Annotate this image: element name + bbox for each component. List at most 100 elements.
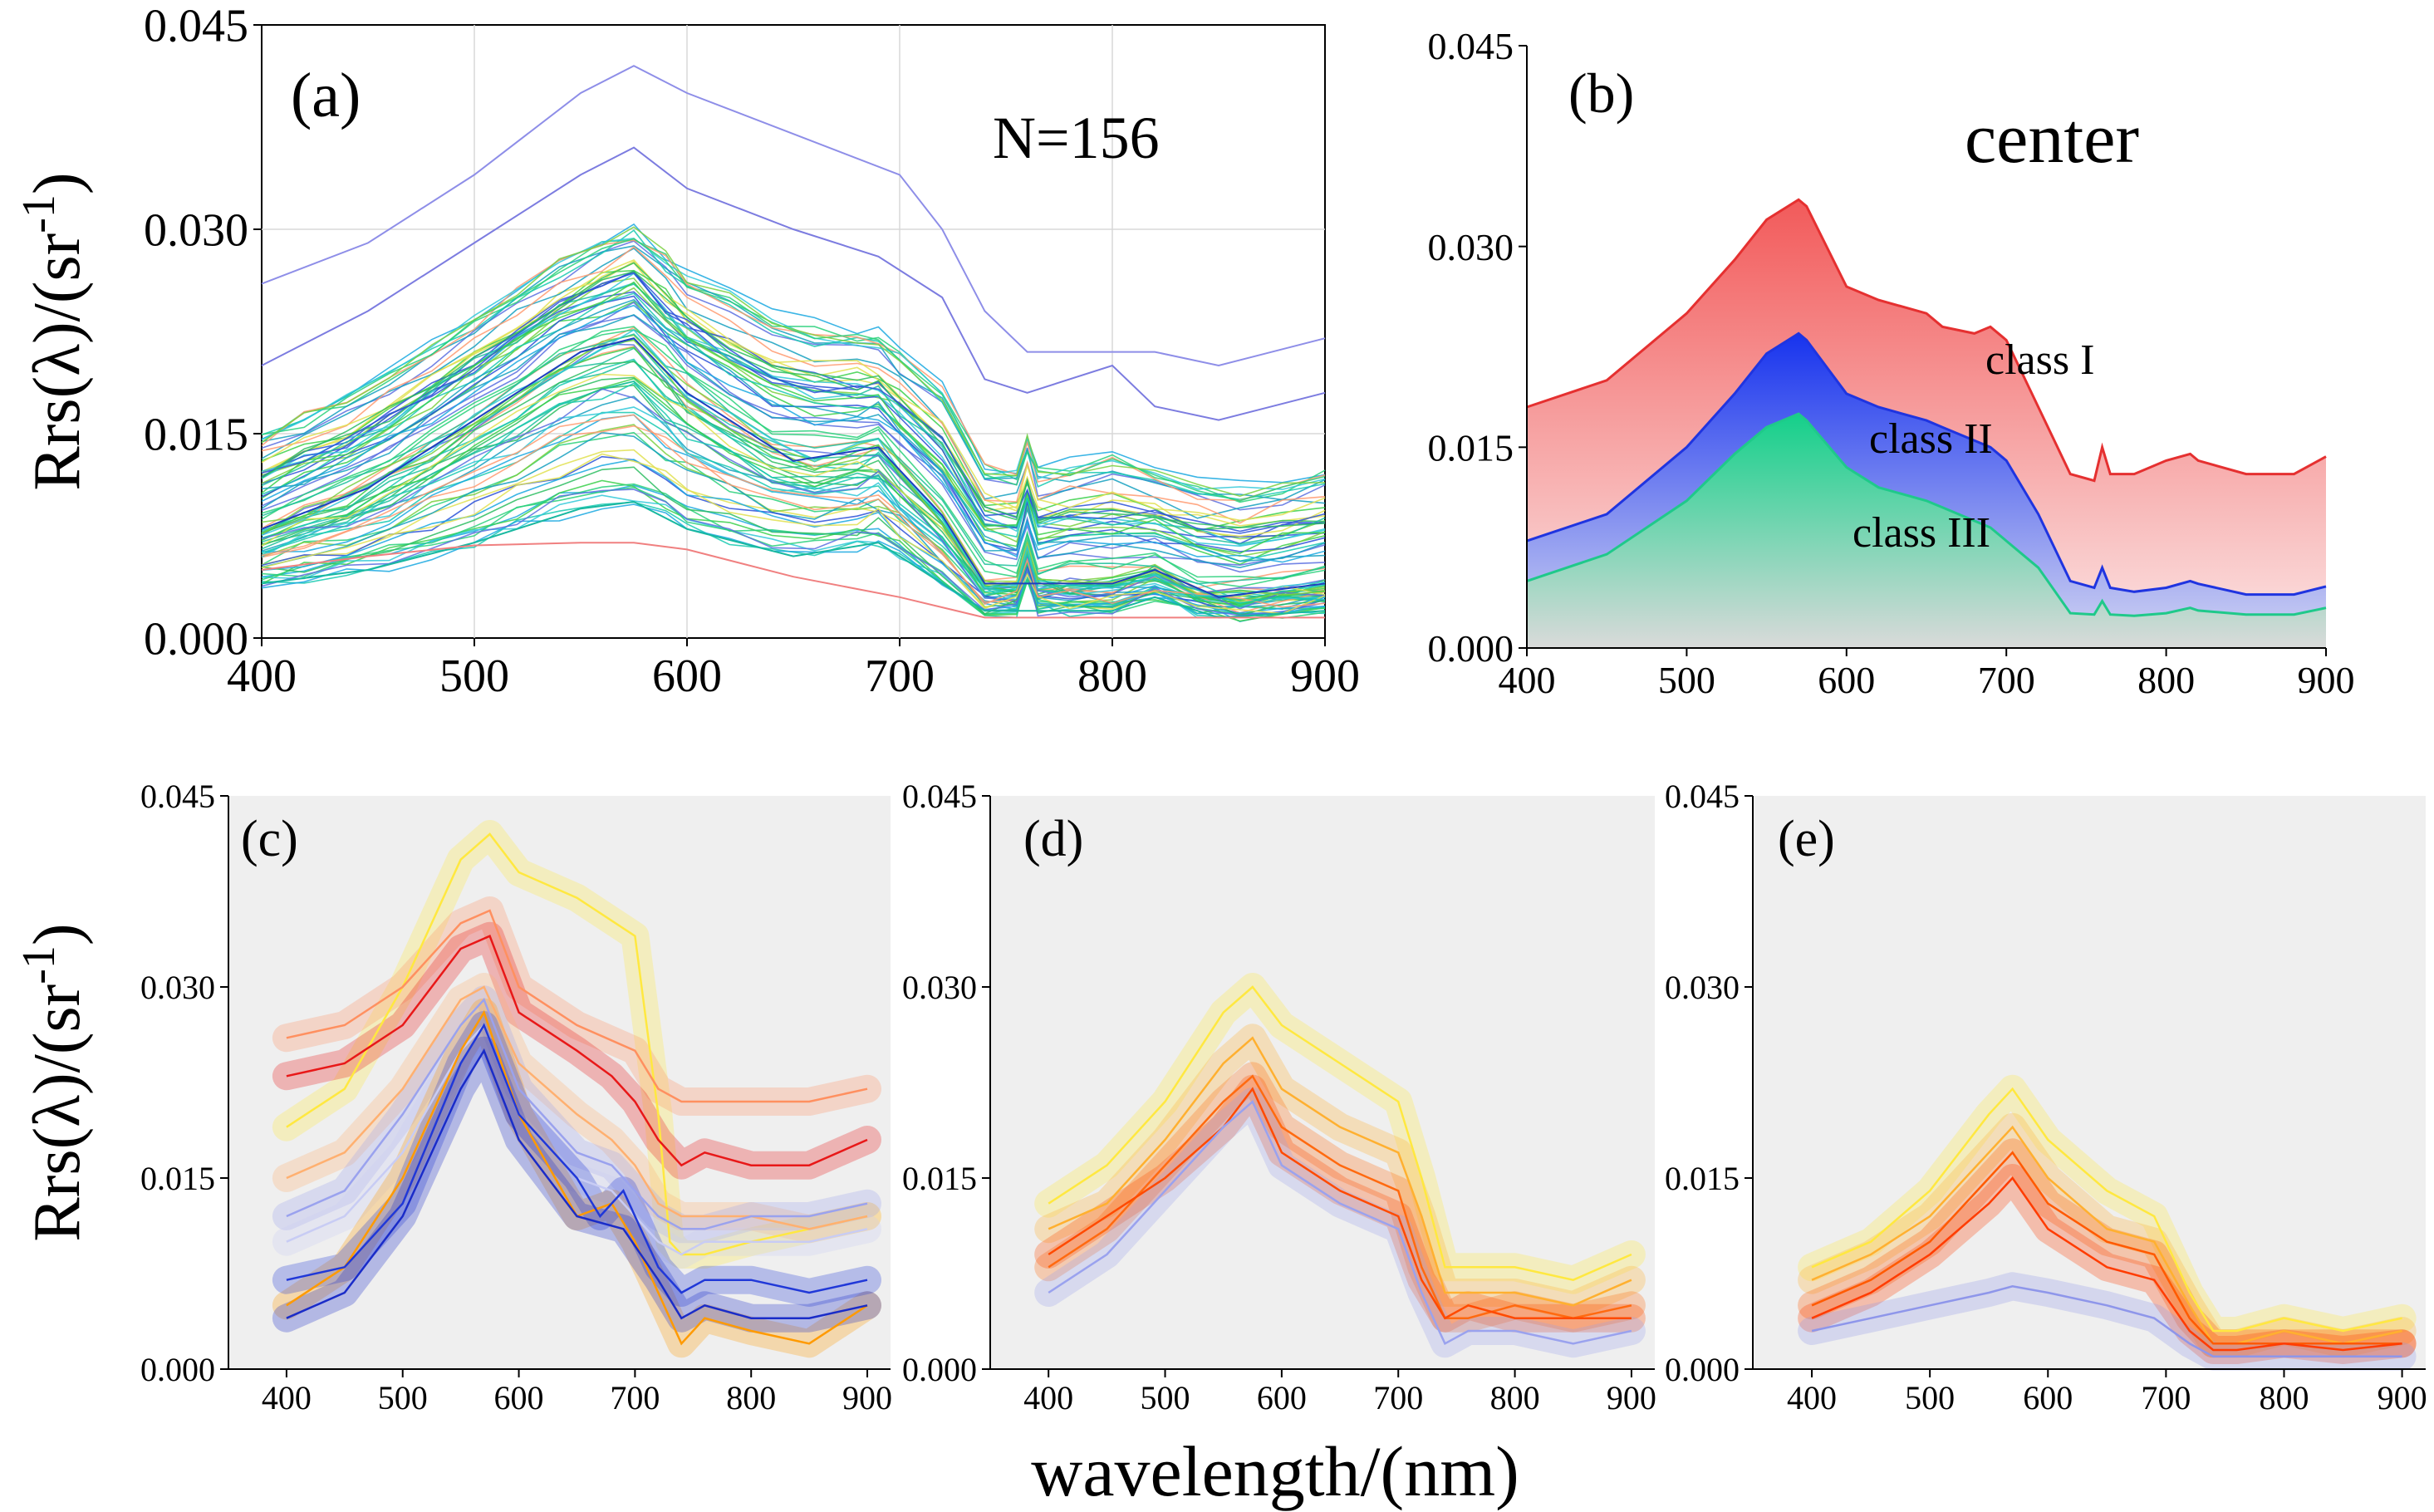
panel-a-spectrum-line — [261, 384, 1326, 600]
panel-c-ylabel-prefix: Rrs(λ)/(sr — [21, 984, 94, 1242]
panel-a-x-tick-label: 800 — [1077, 650, 1147, 702]
panel-d-spectra — [1034, 973, 1646, 1358]
panel-a-x-tick-label: 500 — [439, 650, 509, 702]
panel-b-axes: 400 500 600 700 800 900 0.000 0.015 0.030 0.045 — [1428, 25, 2355, 701]
panel-d-x-tick-label: 500 — [1141, 1379, 1190, 1416]
panel-e-label: (e) — [1778, 811, 1835, 867]
panel-a: 400 500 600 700 800 900 0.000 0.015 0.030 0.045 (… — [13, 1, 1360, 702]
panel-c-ylabel-suffix: ) — [21, 923, 94, 945]
panel-c-series-c8 — [286, 1023, 868, 1294]
panel-a-spectrum-line — [261, 259, 1326, 522]
panel-a-spectrum-line — [261, 283, 1326, 545]
class-1-line — [1526, 198, 2327, 483]
class-3-line — [1526, 412, 2327, 617]
panel-c-y-tick-label: 0.000 — [140, 1351, 215, 1388]
panel-a-y-tick-label: 0.045 — [144, 1, 248, 52]
panel-d-y-tick-label: 0.000 — [902, 1351, 977, 1388]
panel-a-spectrum-line — [261, 271, 1326, 531]
panel-a-ylabel-prefix: Rrs(λ)/(sr — [21, 233, 94, 491]
panel-b: 400 500 600 700 800 900 0.000 0.015 0.030 0.045 (… — [1428, 25, 2355, 701]
panel-c-series-c9 — [286, 1048, 868, 1320]
panel-c-plot-area — [228, 796, 891, 1369]
panel-a-spectrum-line — [261, 260, 1326, 527]
panel-e-x-tick-label: 700 — [2141, 1379, 2191, 1416]
panel-c-x-tick-label: 800 — [726, 1379, 776, 1416]
panel-b-label: (b) — [1568, 61, 1634, 125]
panel-b-y-tick-label: 0.030 — [1428, 226, 1514, 268]
panel-a-x-tick-label: 600 — [652, 650, 722, 702]
class-1-label: class I — [1985, 336, 2094, 384]
panel-c-series-c3 — [286, 935, 868, 1167]
panel-a-label: (a) — [291, 61, 361, 130]
panel-c-series-c1 — [286, 832, 868, 1256]
panel-d-x-tick-label: 800 — [1490, 1379, 1540, 1416]
panel-c-series-c4 — [286, 985, 868, 1230]
panel-c-x-tick-label: 700 — [610, 1379, 660, 1416]
panel-d-x-tick-label: 700 — [1373, 1379, 1423, 1416]
panel-b-x-tick-label: 700 — [1978, 659, 2035, 701]
panel-c-x-tick-label: 400 — [262, 1379, 312, 1416]
panel-d-y-tick-label: 0.015 — [902, 1160, 977, 1197]
panel-a-spectrum-line — [261, 301, 1326, 567]
panel-c-spectra — [272, 820, 881, 1358]
panel-a-spectrum-line — [261, 488, 1326, 617]
panel-a-spectrum-line — [261, 346, 1326, 605]
panel-b-y-tick-label: 0.045 — [1428, 25, 1514, 67]
panel-b-y-tick-label: 0.015 — [1428, 426, 1514, 469]
panel-a-series-low — [261, 500, 1326, 619]
panel-e-series-e5 — [1811, 1285, 2402, 1357]
panel-a-series-typical — [261, 337, 1326, 598]
panel-a-y-axis-label: Rrs(λ)/(sr-1) — [13, 172, 94, 490]
panel-a-ylabel-sup: -1 — [13, 194, 65, 233]
panel-d-axes: 400 500 600 700 800 900 0.000 0.015 0.030 0.045 — [902, 778, 1656, 1416]
panel-c-y-tick-label: 0.015 — [140, 1160, 215, 1197]
panel-a-spectrum-line — [261, 239, 1326, 503]
panel-a-spectrum-line — [261, 298, 1326, 562]
panel-b-x-tick-label: 800 — [2137, 659, 2195, 701]
panel-a-spectrum-line — [261, 382, 1326, 604]
panel-a-spectrum-line — [261, 424, 1326, 608]
panel-a-spectrum-line — [261, 466, 1326, 616]
panel-a-spectrum-line — [261, 281, 1326, 554]
panel-e-y-tick-label: 0.000 — [1665, 1351, 1740, 1388]
panel-d-series-d2 — [1048, 1036, 1632, 1307]
panel-a-series-high — [261, 146, 1326, 421]
panel-b-x-tick-label: 500 — [1658, 659, 1715, 701]
panel-c-axes: 400 500 600 700 800 900 0.000 0.015 0.030 0.045 — [140, 778, 892, 1416]
panel-e-y-tick-label: 0.030 — [1665, 969, 1740, 1006]
panel-a-spectrum-line — [261, 238, 1326, 502]
panel-d-series-d4 — [1048, 1087, 1632, 1320]
panel-c-y-axis-label: Rrs(λ)/(sr-1) — [13, 923, 94, 1241]
panel-a-series-min — [261, 542, 1325, 619]
panel-e-y-tick-label: 0.015 — [1665, 1160, 1740, 1197]
panel-a-spectrum-line — [261, 395, 1326, 607]
panel-a-spectrum-line — [261, 262, 1326, 528]
panel-a-spectrum-line — [261, 329, 1326, 587]
panel-e: 400 500 600 700 800 900 0.000 0.015 0.030 0.045 (… — [1665, 778, 2427, 1416]
panel-a-y-tick-label: 0.000 — [144, 614, 248, 665]
panel-a-x-tick-label: 400 — [227, 650, 297, 702]
panel-a-spectrum-line — [261, 373, 1326, 598]
panel-a-ylabel-suffix: ) — [21, 172, 94, 194]
panel-e-series-e3 — [1811, 1151, 2402, 1345]
panel-d-y-tick-label: 0.030 — [902, 969, 977, 1006]
panel-e-x-tick-label: 800 — [2259, 1379, 2309, 1416]
panel-d-y-tick-label: 0.045 — [902, 778, 977, 815]
panel-c-y-tick-label: 0.030 — [140, 969, 215, 1006]
panel-d: 400 500 600 700 800 900 0.000 0.015 0.030 0.045 (… — [902, 778, 1656, 1416]
panel-b-x-tick-label: 400 — [1499, 659, 1556, 701]
panel-a-y-tick-label: 0.030 — [144, 205, 248, 257]
panel-a-count-annotation: N=156 — [993, 105, 1160, 171]
panel-a-spectrum-line — [261, 388, 1326, 610]
panel-c-series-c6 — [286, 1023, 868, 1256]
panel-c-x-tick-label: 500 — [378, 1379, 428, 1416]
panel-d-label: (d) — [1023, 811, 1083, 867]
panel-d-series-d3 — [1048, 1074, 1632, 1319]
panel-d-x-tick-label: 400 — [1023, 1379, 1073, 1416]
panel-a-spectrum-line — [261, 304, 1326, 563]
panel-d-series-d1 — [1048, 985, 1632, 1282]
panel-a-spectrum-line — [261, 329, 1326, 597]
panel-a-spectrum-line — [261, 483, 1326, 619]
panel-a-series-max — [261, 65, 1326, 367]
